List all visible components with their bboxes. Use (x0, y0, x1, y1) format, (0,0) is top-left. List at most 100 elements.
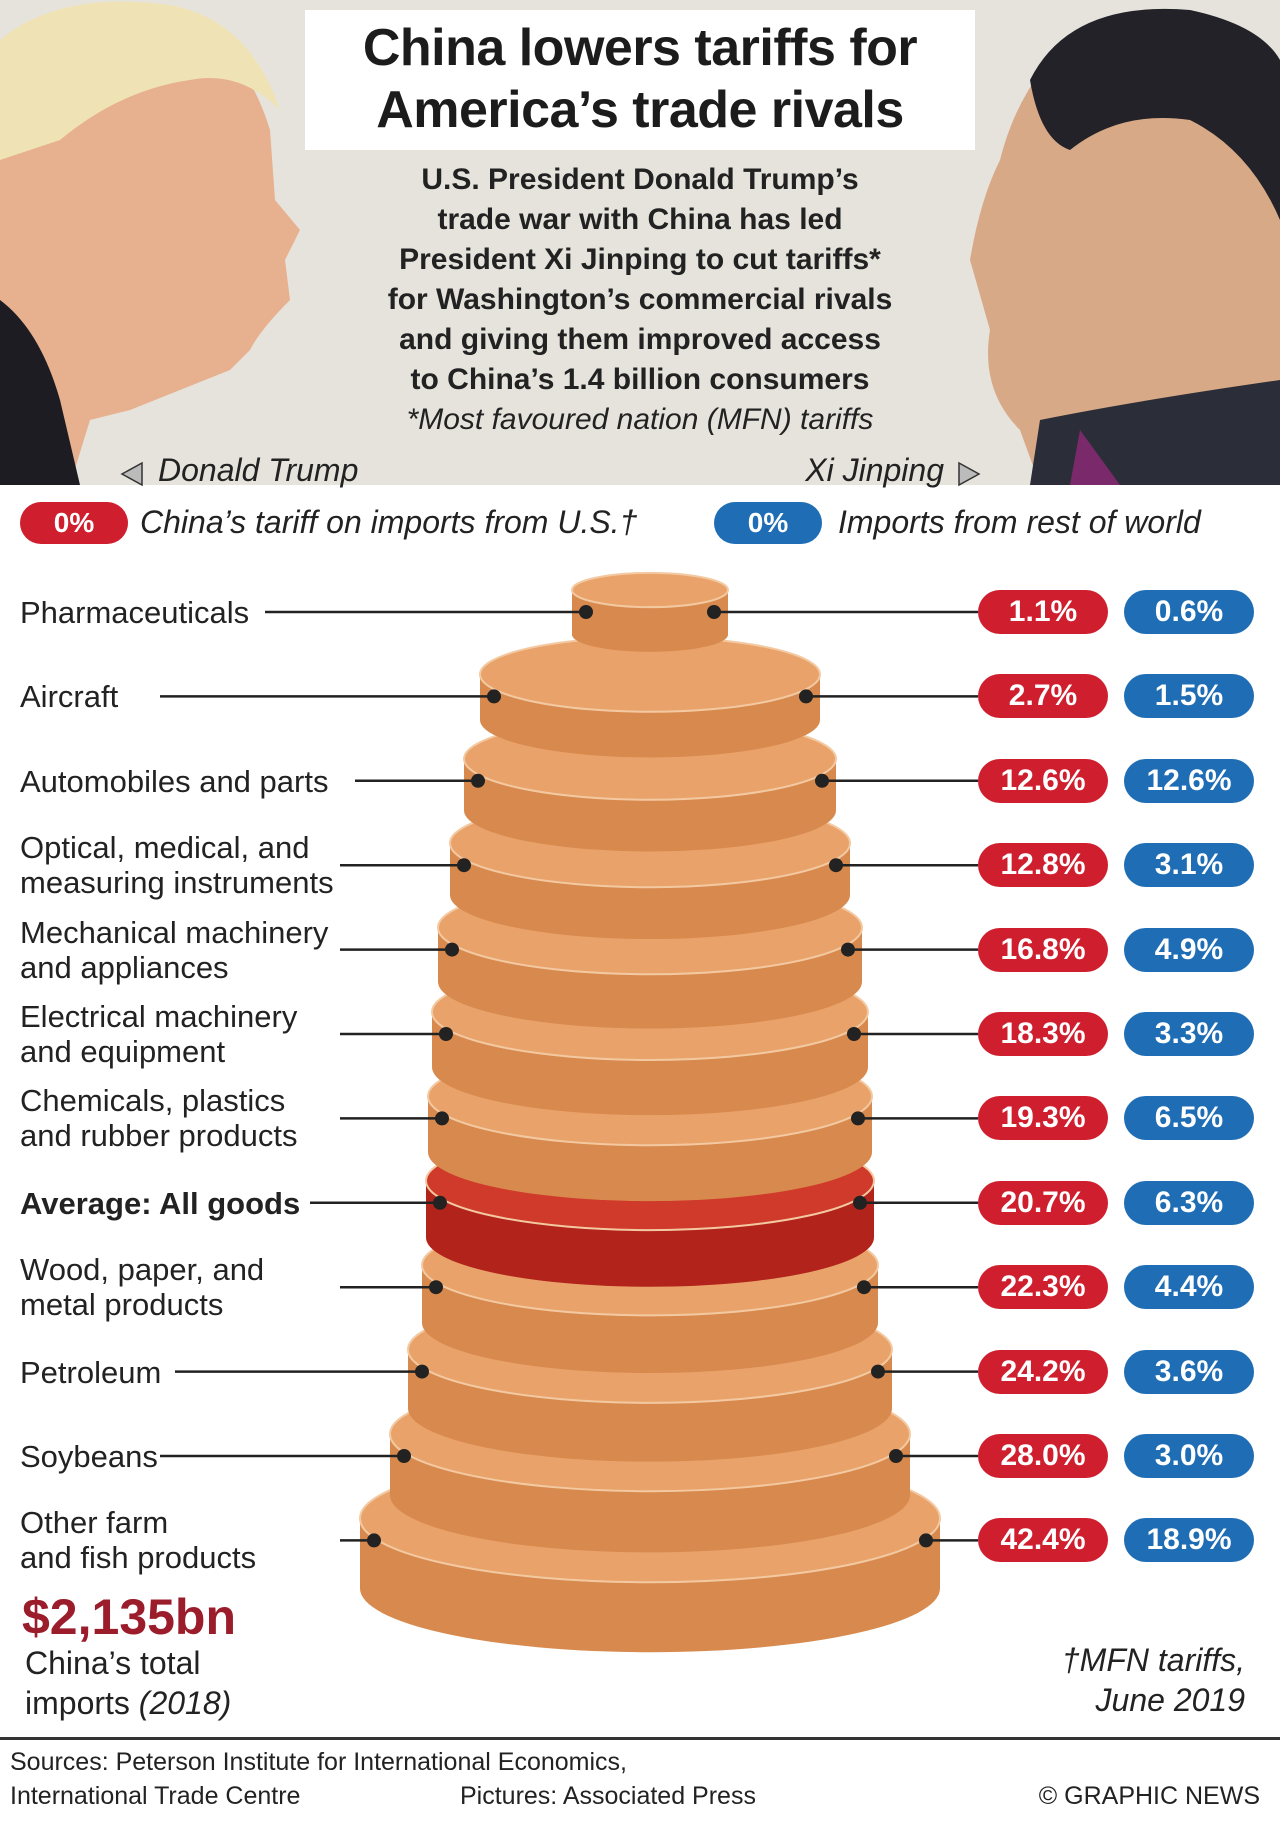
left-pointer-icon (120, 461, 143, 487)
category-label: Petroleum (20, 1355, 161, 1390)
us-tariff-value: 24.2% (978, 1349, 1108, 1394)
category-label: Soybeans (20, 1439, 158, 1474)
leader-line (175, 1364, 978, 1379)
intro-line: for Washington’s commercial rivals (387, 283, 893, 316)
world-tariff-value: 12.6% (1124, 758, 1254, 803)
legend-world-label: Imports from rest of world (838, 504, 1201, 540)
legend-us-pill: 0% (20, 502, 128, 544)
category-label-line: Aircraft (20, 679, 119, 715)
world-tariff-value: 4.4% (1124, 1265, 1254, 1310)
category-label-line: and appliances (20, 949, 229, 985)
tariff-disc (571, 571, 729, 652)
leader-line (340, 1533, 978, 1548)
page-title-line2: America’s trade rivals (376, 81, 904, 139)
category-label: Average: All goods (20, 1186, 300, 1221)
xi-label: Xi Jinping (805, 452, 944, 488)
category-label: Pharmaceuticals (20, 595, 249, 630)
footer-divider (0, 1737, 1280, 1740)
us-tariff-value: 20.7% (978, 1180, 1108, 1225)
us-tariff-value: 2.7% (978, 674, 1108, 719)
sources-line2: International Trade Centre (10, 1782, 301, 1810)
leader-line (310, 1195, 978, 1210)
page-title-line1: China lowers tariffs for (362, 19, 918, 77)
leader-line (340, 942, 978, 957)
category-label-line: Other farm (20, 1505, 169, 1541)
legend-world-pill: 0% (714, 502, 822, 544)
tariff-disc (479, 636, 821, 758)
intro-line: and giving them improved access (399, 323, 881, 356)
leader-line (340, 1280, 978, 1295)
us-tariff-value: 19.3% (978, 1096, 1108, 1141)
category-label-line: Wood, paper, and (20, 1252, 265, 1288)
leader-line (265, 605, 978, 619)
category-label: Optical, medical, and measuring instrumen… (20, 830, 334, 900)
category-label: Wood, paper, and metal products (20, 1252, 264, 1322)
world-tariff-value: 3.6% (1124, 1349, 1254, 1394)
leader-line (160, 1449, 978, 1463)
leader-line (160, 689, 978, 704)
category-label-line: Pharmaceuticals (20, 595, 250, 630)
total-imports-year-line: imports (2018) (25, 1685, 231, 1722)
us-tariff-value: 12.6% (978, 758, 1108, 803)
leader-line (340, 1027, 978, 1041)
category-label-line: Average: All goods (20, 1185, 301, 1221)
tariff-disc (437, 879, 863, 1029)
intro-line: U.S. President Donald Trump’s (421, 163, 859, 196)
category-label-line: Mechanical machinery (20, 914, 329, 950)
category-label: Chemicals, plastics and rubber products (20, 1083, 297, 1153)
leader-line (340, 1111, 978, 1126)
category-label-line: Soybeans (20, 1439, 158, 1474)
category-label-line: Automobiles and parts (20, 763, 329, 799)
category-label: Electrical machinery and equipment (20, 999, 297, 1069)
title-box (305, 10, 975, 150)
category-label: Other farm and fish products (20, 1505, 256, 1575)
category-label-line: and fish products (20, 1540, 257, 1576)
mfn-note-line2: June 2019 (1095, 1682, 1245, 1718)
sources-line1: Sources: Peterson Institute for Internat… (10, 1748, 627, 1776)
pictures-credit: Pictures: Associated Press (460, 1782, 756, 1810)
world-tariff-value: 3.3% (1124, 1012, 1254, 1056)
us-tariff-value: 12.8% (978, 843, 1108, 888)
category-label-line: and rubber products (20, 1118, 298, 1154)
copyright: © GRAPHIC NEWS (1038, 1782, 1260, 1810)
world-tariff-value: 3.0% (1124, 1434, 1254, 1478)
intro-line: trade war with China has led (437, 203, 843, 236)
world-tariff-value: 4.9% (1124, 927, 1254, 972)
leader-line (355, 773, 978, 788)
category-label-line: Electrical machinery (20, 999, 298, 1034)
intro-footnote: *Most favoured nation (MFN) tariffs (406, 403, 874, 436)
legend-us-label: China’s tariff on imports from U.S.† (140, 504, 638, 540)
us-tariff-value: 22.3% (978, 1265, 1108, 1310)
category-label-line: and equipment (20, 1034, 226, 1069)
us-tariff-value: 28.0% (978, 1434, 1108, 1478)
xi-portrait (960, 0, 1280, 485)
total-imports-year: (2018) (138, 1685, 232, 1721)
leader-line (340, 858, 978, 873)
world-tariff-value: 6.3% (1124, 1180, 1254, 1225)
us-tariff-value: 16.8% (978, 927, 1108, 972)
category-label-line: metal products (20, 1287, 224, 1323)
trump-portrait (0, 0, 320, 485)
us-tariff-value: 42.4% (978, 1518, 1108, 1563)
category-label: Mechanical machinery and appliances (20, 915, 328, 985)
total-imports-value: $2,135bn (22, 1589, 237, 1645)
category-label: Aircraft (20, 679, 118, 714)
right-pointer-icon (958, 461, 981, 487)
world-tariff-value: 18.9% (1124, 1518, 1254, 1563)
category-label-line: Chemicals, plastics (20, 1083, 286, 1119)
world-tariff-value: 3.1% (1124, 843, 1254, 888)
intro-line: President Xi Jinping to cut tariffs* (399, 243, 881, 276)
category-label-line: measuring instruments (20, 865, 334, 901)
category-label-line: Optical, medical, and (20, 830, 310, 866)
trump-label: Donald Trump (158, 452, 359, 488)
category-label: Automobiles and parts (20, 764, 328, 799)
mfn-note-line1: †MFN tariffs, (1061, 1642, 1245, 1678)
world-tariff-value: 1.5% (1124, 674, 1254, 719)
total-imports-label: China’s total (25, 1645, 201, 1681)
world-tariff-value: 6.5% (1124, 1096, 1254, 1141)
us-tariff-value: 1.1% (978, 590, 1108, 634)
category-label-line: Petroleum (20, 1354, 162, 1390)
intro-line: to China’s 1.4 billion consumers (410, 363, 870, 396)
